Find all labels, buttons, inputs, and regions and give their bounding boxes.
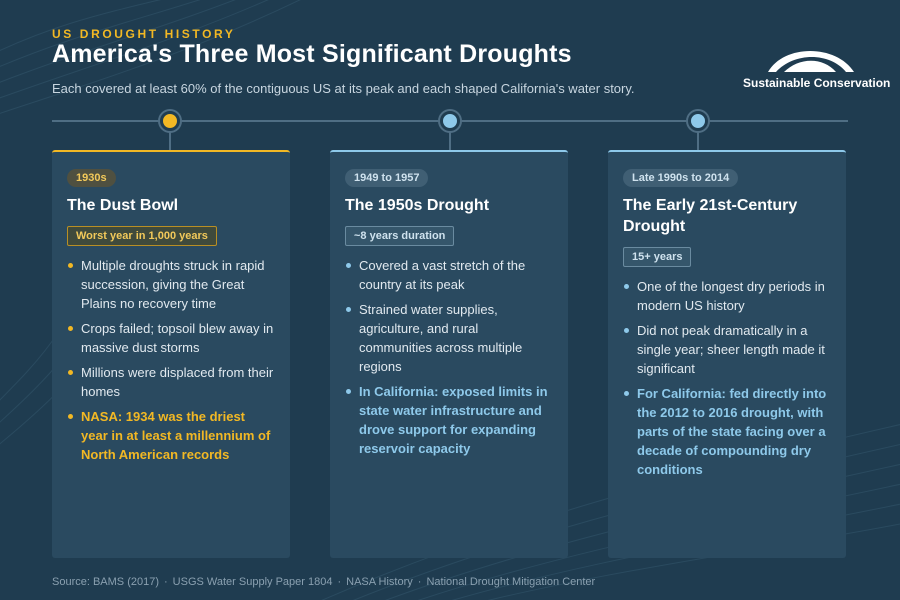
bullet-item: Multiple droughts struck in rapid succes… <box>67 256 275 313</box>
duration-badge: Worst year in 1,000 years <box>67 226 217 246</box>
source-item: NASA History <box>346 576 413 588</box>
sustainable-conservation-logo: Sustainable Conservation <box>740 42 890 92</box>
bullet-list: Covered a vast stretch of the country at… <box>345 256 553 458</box>
period-pill: 1949 to 1957 <box>345 169 429 187</box>
bullet-item: Crops failed; topsoil blew away in massi… <box>67 319 275 357</box>
page-title: America's Three Most Significant Drought… <box>52 40 572 68</box>
separator: · <box>417 576 422 588</box>
source-item: Source: BAMS (2017) <box>52 576 159 588</box>
drought-card-dust-bowl: 1930s The Dust Bowl Worst year in 1,000 … <box>52 150 290 558</box>
bullet-list: Multiple droughts struck in rapid succes… <box>67 256 275 464</box>
card-title: The Early 21st-Century Drought <box>623 197 798 235</box>
drought-card-1950s: 1949 to 1957 The 1950s Drought ~8 years … <box>330 150 568 558</box>
timeline-dot-1950s <box>440 111 460 131</box>
timeline-dot-1930s <box>160 111 180 131</box>
duration-badge: 15+ years <box>623 247 692 267</box>
drought-card-21st-century: Late 1990s to 2014 The Early 21st-Centur… <box>608 150 846 558</box>
duration-badge: ~8 years duration <box>345 226 455 246</box>
highlight-bullet-item: NASA: 1934 was the driest year in at lea… <box>67 407 275 464</box>
source-item: National Drought Mitigation Center <box>426 576 596 588</box>
bullet-list: One of the longest dry periods in modern… <box>623 277 831 479</box>
card-title: The Dust Bowl <box>67 197 179 214</box>
separator: · <box>164 576 168 588</box>
bullet-item: Did not peak dramatically in a single ye… <box>623 321 831 378</box>
bullet-item: Strained water supplies, agriculture, an… <box>345 300 553 376</box>
source-footer: Source: BAMS (2017) · USGS Water Supply Pa… <box>52 576 595 588</box>
bullet-item: Millions were displaced from their homes <box>67 363 275 401</box>
source-item: USGS Water Supply Paper 1804 <box>172 576 333 588</box>
eyebrow-label: US DROUGHT HISTORY <box>52 27 236 41</box>
timeline-stem <box>449 131 451 150</box>
timeline-stem <box>697 131 699 150</box>
separator: · <box>337 576 342 588</box>
bullet-item: Covered a vast stretch of the country at… <box>345 256 553 294</box>
period-pill: 1930s <box>67 169 116 187</box>
timeline-dot-2000s <box>688 111 708 131</box>
period-pill: Late 1990s to 2014 <box>623 169 739 187</box>
highlight-bullet-item: For California: fed directly into the 20… <box>623 384 831 479</box>
logo-text: Sustainable Conservation <box>743 76 891 90</box>
logo-arc-icon <box>768 51 854 72</box>
timeline-stem <box>169 131 171 150</box>
page-subtitle: Each covered at least 60% of the contigu… <box>52 81 635 96</box>
card-title: The 1950s Drought <box>345 197 490 214</box>
highlight-bullet-item: In California: exposed limits in state w… <box>345 382 553 458</box>
bullet-item: One of the longest dry periods in modern… <box>623 277 831 315</box>
